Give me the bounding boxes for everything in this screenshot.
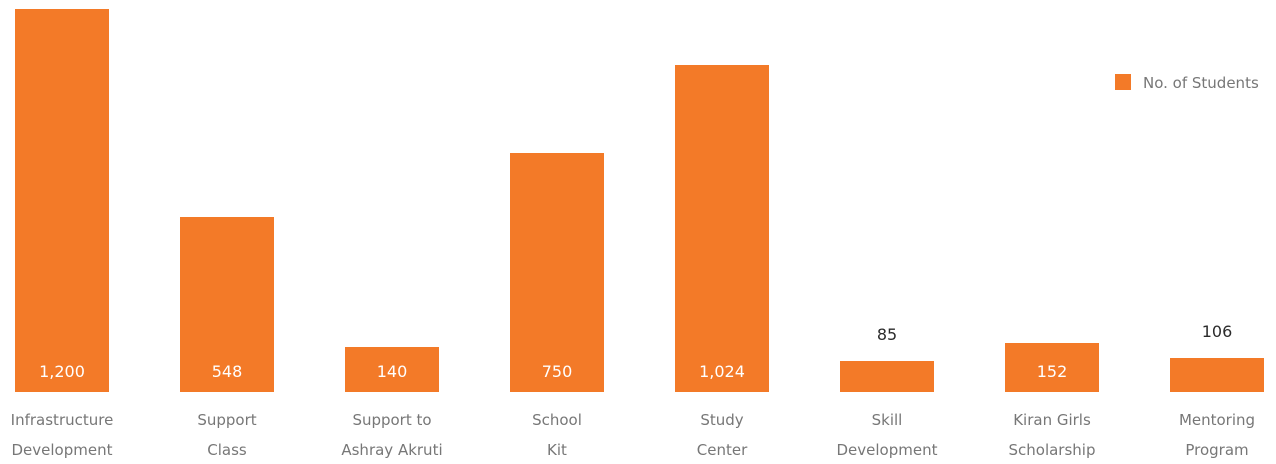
value-label: 750: [542, 362, 573, 381]
x-tick-label: Development: [12, 441, 113, 459]
x-tick-label: Mentoring: [1179, 411, 1255, 429]
value-label: 140: [377, 362, 408, 381]
value-label: 152: [1037, 362, 1068, 381]
x-tick-label: Class: [207, 441, 247, 459]
x-tick-label: Scholarship: [1009, 441, 1096, 459]
x-tick-label: Ashray Akruti: [341, 441, 442, 459]
value-label: 548: [212, 362, 243, 381]
bar: [345, 347, 439, 392]
x-tick-label: Center: [697, 441, 748, 459]
bar: [840, 361, 934, 392]
x-tick-label: Skill: [872, 411, 903, 429]
legend-swatch: [1115, 74, 1131, 90]
bar: [180, 217, 274, 392]
x-tick-label: Development: [837, 441, 938, 459]
legend-label: No. of Students: [1143, 74, 1259, 92]
bar: [1170, 358, 1264, 392]
value-label: 106: [1202, 322, 1233, 341]
x-axis-labels: Infrastructure Development Support Class Sup…: [11, 411, 1255, 459]
value-labels-layer: 1,200 548 140 750 1,024 85 152 106: [39, 322, 1232, 381]
x-tick-label: Kit: [547, 441, 567, 459]
value-label: 1,200: [39, 362, 85, 381]
value-label: 85: [877, 325, 897, 344]
x-tick-label: School: [532, 411, 582, 429]
x-tick-label: Program: [1185, 441, 1248, 459]
value-label: 1,024: [699, 362, 745, 381]
bar: [15, 9, 109, 392]
bar: [1005, 343, 1099, 392]
x-tick-label: Kiran Girls: [1013, 411, 1091, 429]
x-tick-label: Support: [197, 411, 256, 429]
x-tick-label: Study: [700, 411, 743, 429]
x-tick-label: Infrastructure: [11, 411, 114, 429]
legend: No. of Students: [1115, 74, 1259, 92]
bars-layer: [15, 9, 1264, 392]
bar: [510, 153, 604, 392]
bar: [675, 65, 769, 392]
x-tick-label: Support to: [352, 411, 431, 429]
